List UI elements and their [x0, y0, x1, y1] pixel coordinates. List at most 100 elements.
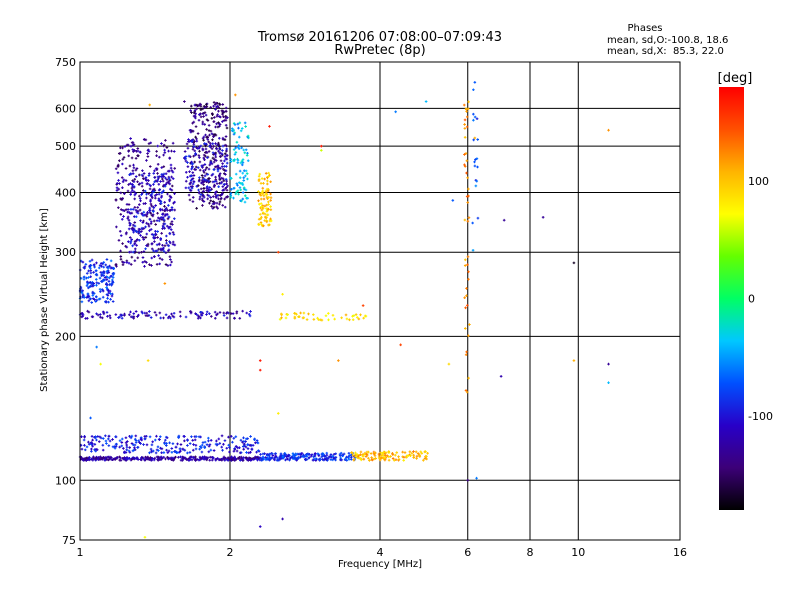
data-point [293, 312, 297, 315]
data-point [141, 191, 144, 195]
data-point [178, 447, 182, 451]
data-point [105, 265, 109, 269]
data-point [130, 211, 134, 215]
data-point [127, 261, 131, 265]
data-point [269, 192, 272, 196]
data-point [135, 230, 138, 233]
data-point [111, 445, 115, 449]
data-point [394, 458, 398, 462]
data-point [202, 170, 206, 174]
data-point [259, 458, 263, 462]
data-point [198, 195, 202, 199]
data-point [150, 256, 154, 260]
data-point [154, 196, 157, 200]
data-point [91, 458, 95, 462]
data-point [145, 221, 148, 225]
data-point [140, 250, 143, 254]
data-point [137, 194, 141, 198]
data-point [208, 443, 212, 446]
data-point [128, 435, 131, 438]
data-point [155, 313, 158, 317]
data-point [211, 113, 214, 116]
data-point [217, 121, 220, 124]
data-point [327, 312, 330, 315]
data-point [140, 310, 144, 314]
data-point [156, 230, 159, 233]
data-point [362, 457, 366, 461]
data-point [155, 180, 159, 183]
data-point [113, 446, 117, 450]
data-point [201, 120, 205, 124]
data-point [465, 287, 468, 290]
data-point [90, 450, 93, 453]
data-point [145, 192, 148, 196]
data-point [168, 231, 172, 235]
data-point [242, 169, 246, 172]
data-point [122, 178, 126, 182]
data-point [200, 443, 204, 447]
data-point [169, 163, 173, 167]
data-point [176, 442, 179, 446]
data-point [245, 172, 249, 175]
data-point [243, 200, 247, 204]
data-point [242, 447, 245, 451]
data-point [190, 140, 194, 143]
data-point [126, 215, 130, 219]
data-point [122, 447, 125, 450]
data-point [100, 456, 103, 460]
data-point [110, 458, 114, 462]
chart-title: Tromsø 20161206 07:08:00–07:09:43 [257, 30, 502, 45]
data-point [214, 175, 217, 179]
data-point [465, 350, 468, 354]
data-point [466, 255, 470, 258]
data-point [205, 166, 209, 169]
data-point [305, 318, 309, 321]
data-point [161, 177, 164, 181]
data-point [320, 452, 324, 456]
data-point [264, 172, 268, 175]
data-point [222, 183, 226, 186]
data-point [372, 452, 376, 456]
data-point [117, 179, 120, 182]
y-tick-labels: 75 100 200 300 400 500 600 750 [55, 56, 76, 547]
data-point [402, 459, 405, 462]
data-point [345, 455, 348, 459]
data-point [415, 457, 418, 460]
data-point [178, 310, 182, 314]
data-point [344, 457, 347, 461]
data-point [275, 456, 279, 460]
data-point [466, 263, 469, 267]
data-point [99, 436, 103, 440]
data-point [173, 208, 177, 212]
data-point [242, 179, 246, 182]
x-tick-label: 4 [377, 546, 384, 559]
data-point [209, 448, 213, 452]
data-point [95, 281, 99, 284]
data-point [148, 451, 151, 455]
data-point [260, 208, 264, 212]
data-point [192, 443, 195, 446]
data-point [234, 151, 238, 154]
data-point [239, 161, 243, 165]
data-point [223, 152, 227, 156]
data-point [234, 172, 238, 176]
data-point [169, 316, 172, 320]
data-point [133, 206, 137, 209]
data-point [166, 316, 170, 320]
data-point [166, 451, 170, 454]
data-point [162, 455, 166, 459]
data-point [127, 210, 131, 214]
data-point [280, 312, 283, 316]
data-point [126, 189, 130, 193]
data-point [171, 231, 175, 234]
data-point [206, 456, 210, 460]
data-point [81, 295, 84, 299]
data-point [215, 443, 219, 447]
data-point [232, 128, 236, 132]
data-point [152, 172, 156, 175]
data-point [170, 451, 174, 454]
data-point [224, 186, 227, 190]
data-point [294, 453, 298, 456]
data-point [142, 189, 145, 192]
data-point [121, 180, 125, 183]
